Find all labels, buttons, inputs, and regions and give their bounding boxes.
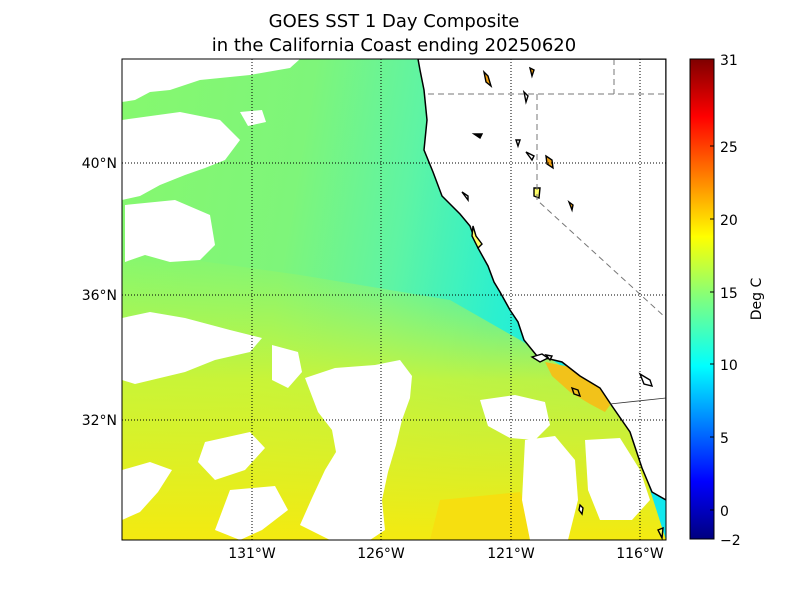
lon-label-131w: 131°W (228, 546, 276, 562)
colorbar-tick-minus2: −2 (720, 533, 741, 549)
land-mass (417, 59, 666, 501)
colorbar-label: Deg C (749, 278, 765, 321)
sst-warm-bight (545, 362, 610, 412)
colorbar-scale (689, 58, 715, 540)
mexico-border (609, 397, 666, 405)
lat-label-32n: 32°N (82, 413, 117, 429)
map-title-line-1: GOES SST 1 Day Composite (268, 11, 520, 32)
colorbar-tick-25: 25 (720, 140, 738, 156)
colorbar-tick-20: 20 (720, 213, 738, 229)
colorbar-tick-15: 15 (720, 286, 738, 302)
state-boundaries (428, 59, 666, 319)
colorbar-tick-5: 5 (720, 431, 729, 447)
map-title-line-2: in the California Coast ending 20250620 (211, 35, 577, 56)
colorbar-tick-0: 0 (720, 504, 729, 520)
colorbar-ticks (710, 58, 714, 511)
axis-labels: 131°W 126°W 121°W 116°W 40°N 36°N 32°N (82, 156, 664, 562)
colorbar-tick-31: 31 (720, 53, 738, 69)
cloud-gaps (122, 59, 650, 540)
sst-warm-offshore (430, 492, 540, 540)
map-area (122, 59, 666, 540)
interior-lakes (461, 66, 664, 540)
lon-label-121w: 121°W (487, 546, 535, 562)
lon-label-116w: 116°W (616, 546, 664, 562)
lat-label-40n: 40°N (82, 156, 117, 172)
lat-label-36n: 36°N (82, 288, 117, 304)
colorbar-tick-10: 10 (720, 358, 738, 374)
lon-label-126w: 126°W (357, 546, 405, 562)
graticule (122, 59, 666, 540)
channel-islands (530, 353, 584, 516)
map-frame (121, 58, 667, 541)
colorbar: 31 25 20 15 10 5 0 −2 Deg C (689, 53, 765, 549)
